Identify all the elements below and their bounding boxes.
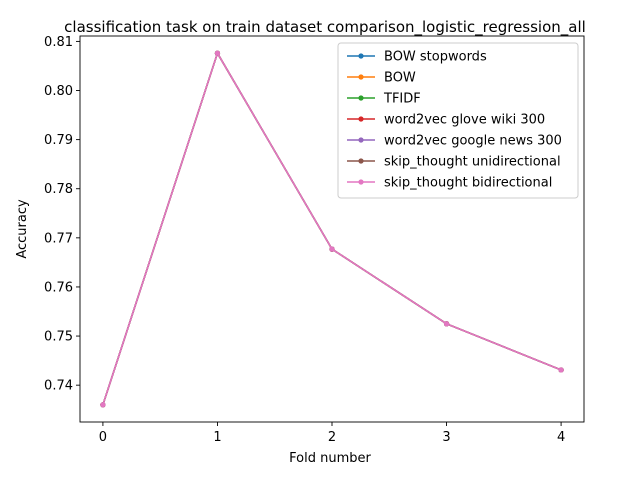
y-tick-label: 0.77 (44, 231, 73, 246)
x-axis-label: Fold number (289, 451, 371, 466)
x-axis: 0 1 2 3 4 (99, 422, 565, 445)
legend-swatch-marker (358, 53, 364, 59)
legend-label: word2vec glove wiki 300 (384, 113, 545, 128)
y-axis-label: Accuracy (15, 199, 30, 259)
x-tick-label: 2 (328, 430, 336, 445)
legend-label: TFIDF (383, 92, 421, 107)
legend-label: BOW (384, 71, 416, 86)
legend-swatch-marker (358, 116, 364, 122)
y-tick-label: 0.74 (44, 379, 73, 394)
chart-title: classification task on train dataset com… (64, 18, 586, 37)
legend-label: word2vec google news 300 (384, 134, 562, 149)
x-tick-label: 0 (99, 430, 107, 445)
data-point (100, 402, 106, 408)
y-tick-label: 0.76 (44, 280, 73, 295)
y-tick-label: 0.81 (44, 35, 73, 50)
data-point (329, 246, 335, 252)
legend-swatch-marker (358, 74, 364, 80)
data-point (214, 50, 221, 56)
legend-swatch-marker (358, 137, 364, 143)
y-tick-label: 0.80 (44, 84, 73, 99)
legend-swatch-marker (358, 158, 364, 164)
legend-frame (337, 42, 579, 199)
legend-swatch-marker (358, 179, 364, 185)
legend-label: skip_thought bidirectional (384, 176, 552, 191)
data-point (443, 321, 450, 327)
legend-label: skip_thought unidirectional (384, 155, 561, 170)
legend-swatch-marker (358, 95, 364, 101)
series-6 (100, 50, 564, 408)
legend-label: BOW stopwords (384, 50, 487, 65)
x-tick-label: 1 (213, 430, 221, 445)
y-tick-label: 0.78 (44, 182, 73, 197)
x-tick-label: 3 (442, 430, 450, 445)
y-tick-label: 0.79 (44, 133, 73, 148)
y-axis: 0.74 0.75 0.76 0.77 0.78 0.79 0.80 0.81 (44, 35, 80, 394)
legend: BOW stopwords BOW TFIDF word2vec glove wiki… (337, 42, 579, 199)
data-point (558, 367, 564, 373)
series-layer (100, 50, 564, 408)
y-tick-label: 0.75 (44, 330, 73, 345)
plot-frame (79, 35, 585, 423)
x-tick-label: 4 (557, 430, 565, 445)
